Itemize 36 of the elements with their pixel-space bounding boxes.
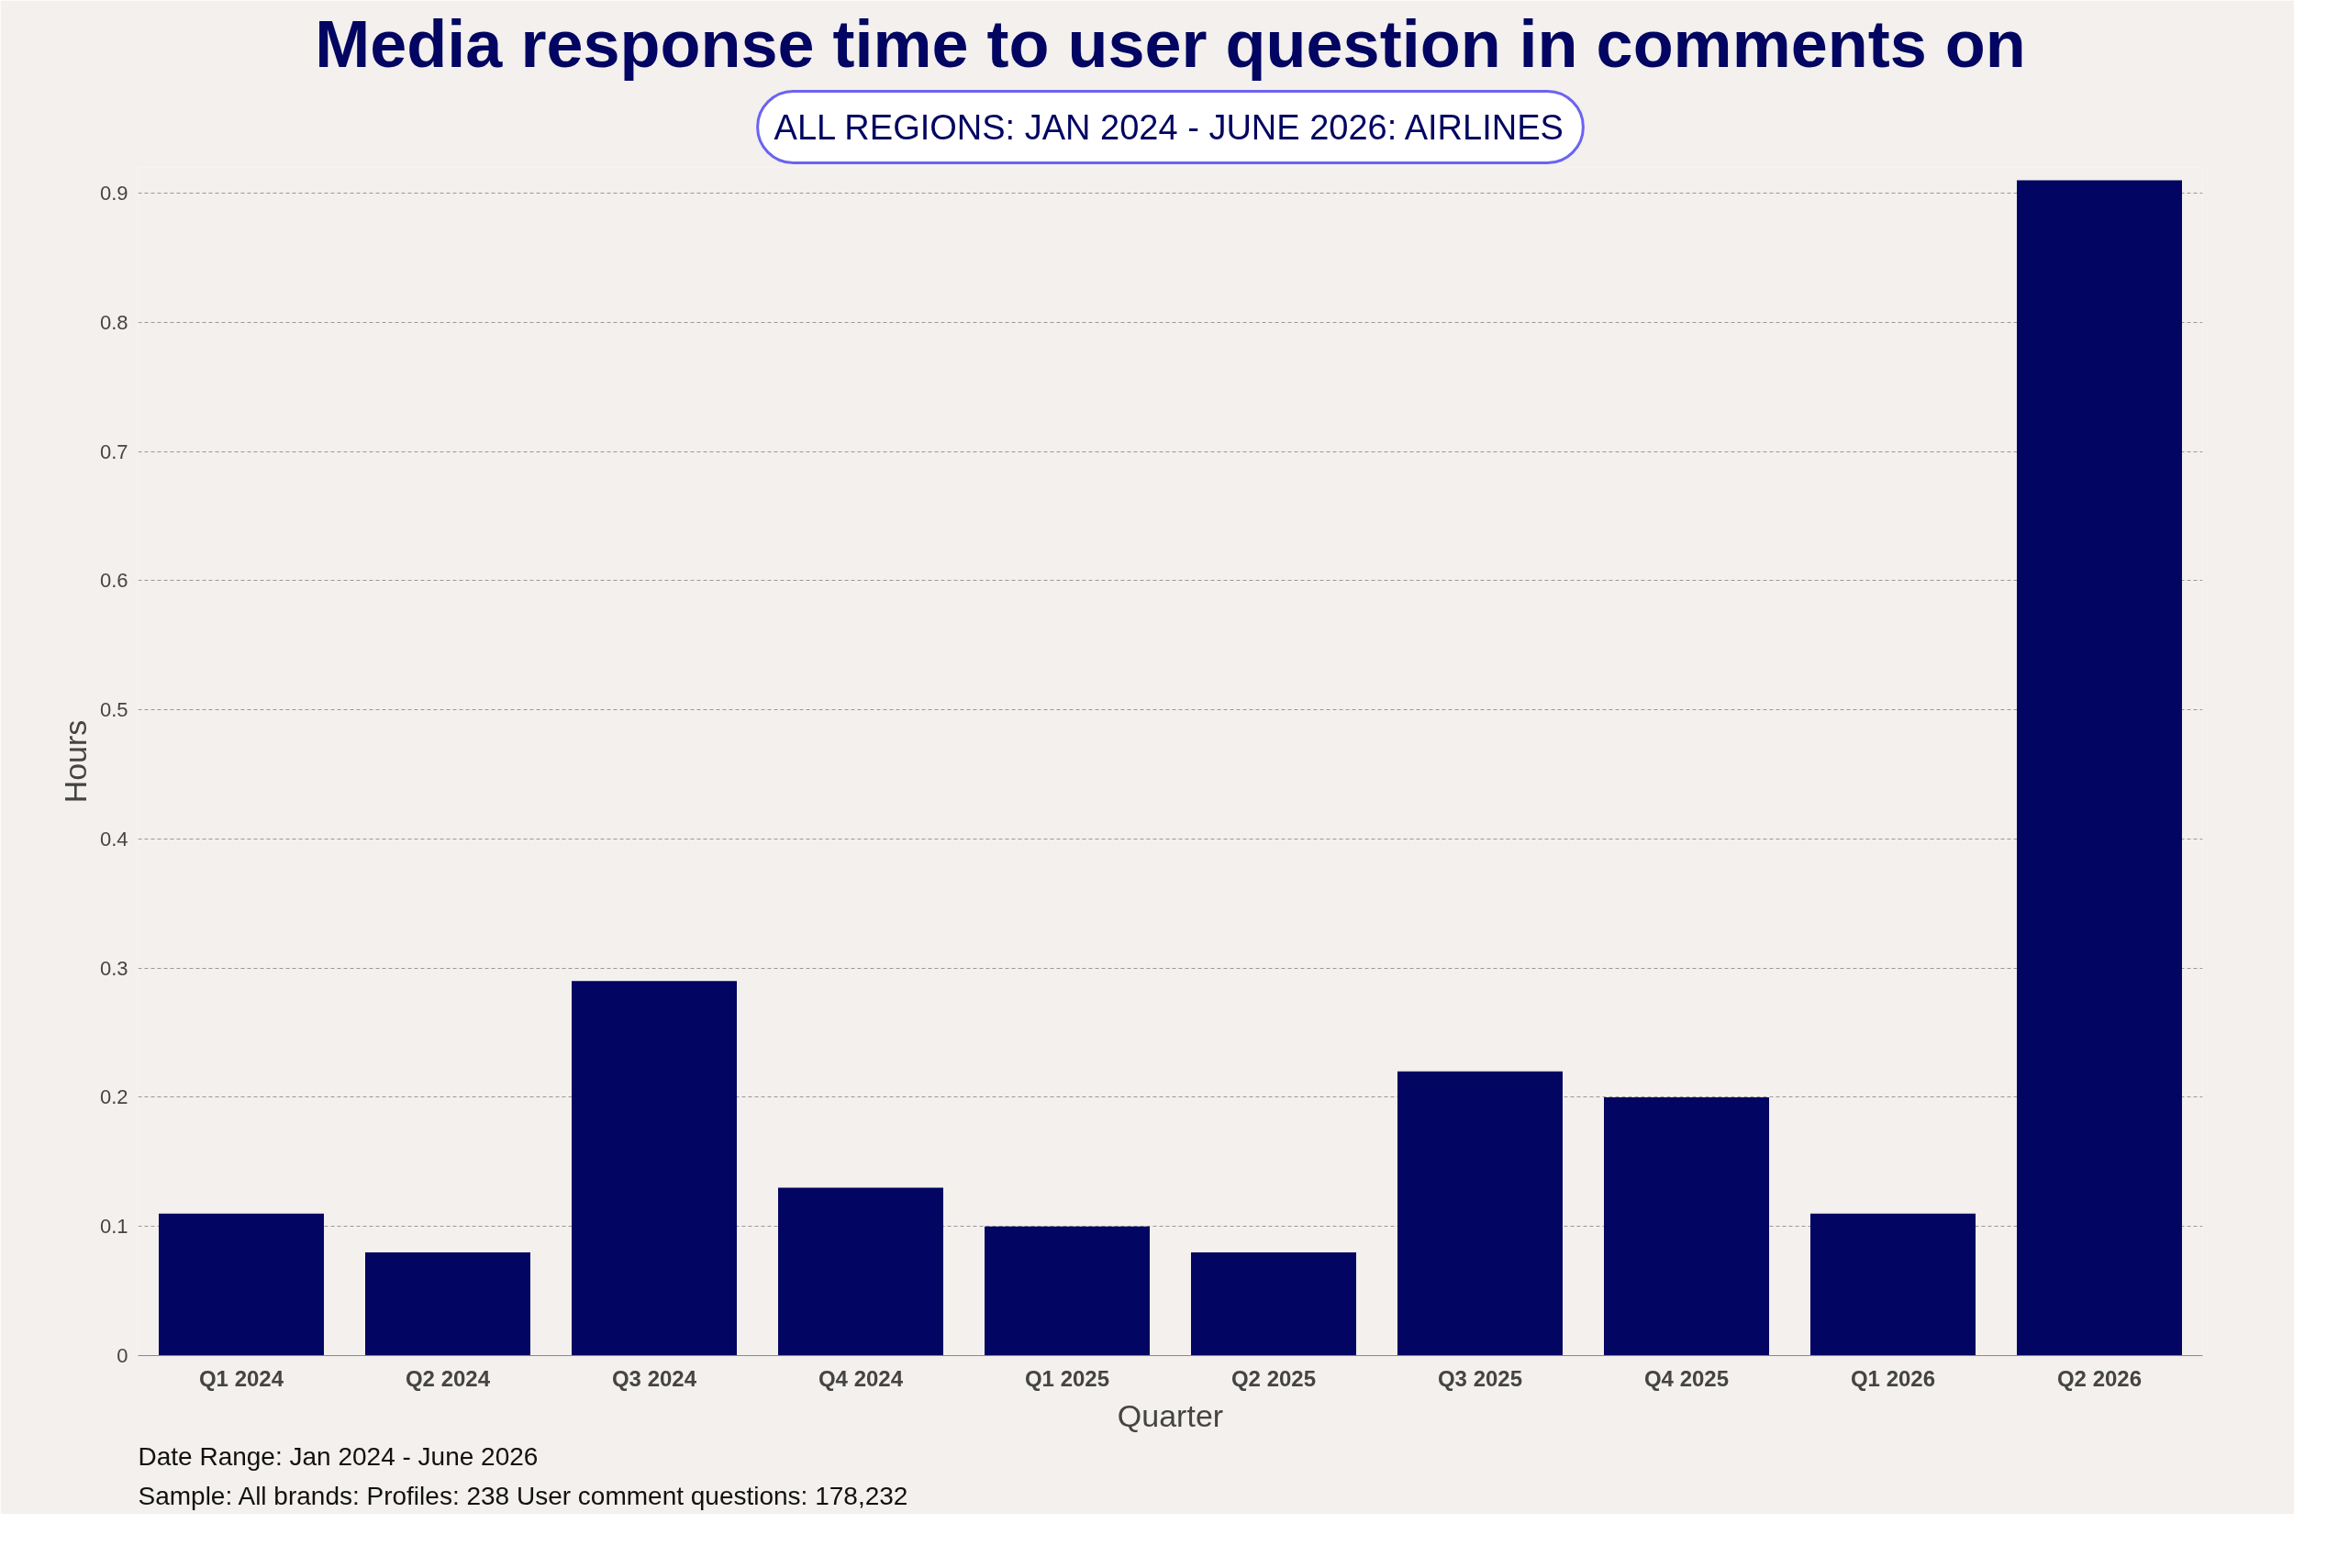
- bar: [572, 981, 737, 1356]
- x-tick-label: Q2 2024: [405, 1365, 491, 1391]
- bar: [159, 1213, 324, 1356]
- x-tick-label: Q3 2025: [1437, 1365, 1523, 1391]
- y-tick-label: 0: [117, 1344, 128, 1367]
- bar: [1397, 1071, 1563, 1356]
- bar: [778, 1187, 943, 1356]
- chart-title: Media response time to user question in comments on: [315, 6, 2026, 81]
- y-tick-label: 0.4: [99, 827, 128, 851]
- y-tick-label: 0.7: [99, 439, 128, 463]
- text: Sample: All brands: Profiles: 238 User comment questions: 178,232: [138, 1481, 908, 1510]
- y-axis-title: Hours: [57, 719, 93, 804]
- bar: [985, 1226, 1150, 1356]
- bar: [1604, 1096, 1769, 1356]
- chart-subtitle: ALL REGIONS: JAN 2024 - JUNE 2026: AIRLINES: [774, 107, 1564, 147]
- y-tick-label: 0.9: [99, 182, 128, 206]
- x-tick-label: Q4 2024: [818, 1365, 904, 1391]
- x-tick-label: Q2 2026: [2056, 1365, 2143, 1391]
- x-tick-label: Q3 2024: [611, 1365, 697, 1391]
- x-tick-label: Q2 2025: [1230, 1365, 1317, 1391]
- x-tick-label: Q1 2025: [1024, 1365, 1110, 1391]
- x-tick-label: Q1 2026: [1850, 1365, 1936, 1391]
- y-tick-label: 0.5: [99, 698, 128, 722]
- y-tick-label: 0.8: [99, 310, 128, 334]
- x-tick-label: Q1 2024: [198, 1365, 284, 1391]
- text: Date Range: Jan 2024 - June 2026: [138, 1441, 539, 1471]
- x-tick-label: Q4 2025: [1643, 1365, 1730, 1391]
- y-tick-label: 0.3: [99, 956, 128, 980]
- x-axis-title: Quarter: [1117, 1397, 1224, 1433]
- y-tick-label: 0.2: [99, 1085, 128, 1109]
- bar: [1191, 1251, 1356, 1356]
- bar: [1810, 1213, 1976, 1356]
- bar: [2017, 180, 2182, 1356]
- y-tick-label: 0.6: [99, 569, 128, 593]
- bar: [365, 1251, 530, 1356]
- y-tick-label: 0.1: [99, 1215, 128, 1239]
